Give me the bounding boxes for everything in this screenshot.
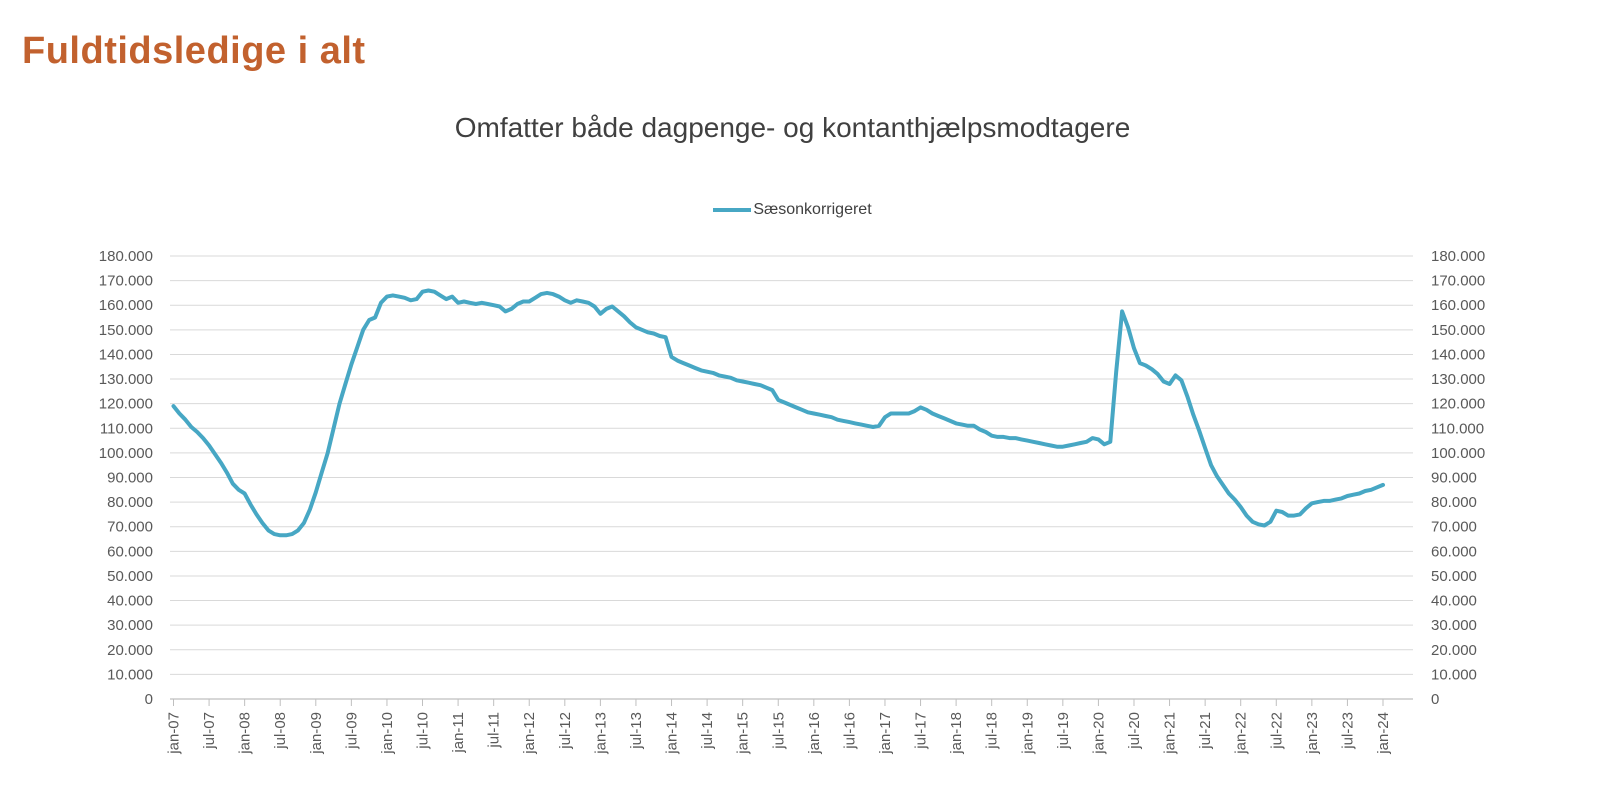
x-axis-label: jul-12: [557, 712, 574, 750]
y-axis-label-right: 160.000: [1431, 297, 1485, 314]
x-axis-label: jan-12: [521, 712, 538, 755]
legend-label: Sæsonkorrigeret: [753, 201, 872, 218]
x-axis-label: jan-11: [450, 712, 467, 754]
y-axis-label-left: 20.000: [107, 642, 153, 659]
x-axis-label: jan-21: [1162, 712, 1179, 755]
x-axis-label: jan-15: [735, 712, 752, 755]
y-axis-label-right: 20.000: [1431, 642, 1477, 659]
y-axis-label-right: 140.000: [1431, 346, 1485, 363]
x-axis-label: jul-11: [486, 712, 503, 749]
x-axis-label: jul-21: [1197, 712, 1214, 750]
y-axis-label-right: 40.000: [1431, 593, 1477, 610]
x-axis-label: jul-08: [272, 712, 289, 750]
y-axis-label-right: 10.000: [1431, 666, 1477, 683]
y-axis-label-right: 50.000: [1431, 568, 1477, 585]
x-axis-label: jul-16: [841, 712, 858, 750]
x-axis-label: jan-07: [166, 712, 183, 755]
legend-line-swatch: [713, 208, 752, 212]
y-axis-label-right: 90.000: [1431, 470, 1477, 487]
x-axis-label: jan-17: [877, 712, 894, 755]
x-axis-label: jul-09: [343, 712, 360, 750]
y-axis-label-right: 120.000: [1431, 396, 1485, 413]
y-axis-label-left: 30.000: [107, 617, 153, 634]
x-axis-label: jan-19: [1019, 712, 1036, 755]
y-axis-label-right: 70.000: [1431, 519, 1477, 536]
y-axis-label-left: 140.000: [99, 346, 153, 363]
x-axis-label: jan-22: [1233, 712, 1250, 755]
y-axis-label-left: 110.000: [100, 420, 153, 437]
y-axis-label-left: 60.000: [107, 543, 153, 560]
y-axis-label-right: 30.000: [1431, 617, 1477, 634]
x-axis-label: jul-10: [415, 712, 432, 750]
x-axis-label: jan-23: [1304, 712, 1321, 755]
x-axis-label: jul-13: [628, 712, 645, 750]
series-line-saesonkorrigeret: [171, 288, 1385, 538]
y-axis-label-left: 160.000: [99, 297, 153, 314]
y-axis-label-right: 170.000: [1431, 273, 1485, 290]
y-axis-label-right: 100.000: [1431, 445, 1485, 462]
page-title: Fuldtidsledige i alt: [22, 30, 366, 72]
y-axis-label-right: 150.000: [1431, 322, 1485, 339]
y-axis-label-left: 0: [145, 691, 153, 708]
x-axis-label: jul-18: [984, 712, 1001, 750]
y-axis-label-left: 80.000: [107, 494, 153, 511]
y-axis-label-left: 150.000: [99, 322, 153, 339]
x-axis-label: jul-19: [1055, 712, 1072, 750]
x-axis-label: jan-09: [308, 712, 325, 755]
x-axis-label: jul-17: [913, 712, 930, 750]
x-axis-label: jul-20: [1126, 712, 1143, 750]
x-axis-label: jul-07: [201, 712, 218, 750]
y-axis-label-left: 130.000: [99, 371, 153, 388]
x-axis-label: jul-15: [770, 712, 787, 750]
x-axis-label: jul-22: [1268, 712, 1285, 750]
legend: Sæsonkorrigeret: [170, 201, 1415, 219]
x-axis-label: jan-24: [1375, 712, 1392, 755]
y-axis-label-left: 90.000: [107, 470, 153, 487]
y-axis-label-right: 180.000: [1431, 248, 1485, 265]
x-axis-label: jan-14: [664, 712, 681, 755]
x-axis-label: jan-08: [237, 712, 254, 755]
x-axis-label: jul-23: [1339, 712, 1356, 750]
y-axis-label-left: 40.000: [107, 593, 153, 610]
y-axis-label-left: 120.000: [99, 396, 153, 413]
y-axis-label-left: 170.000: [99, 273, 153, 290]
x-axis-label: jan-10: [379, 712, 396, 755]
y-axis-label-right: 110.000: [1431, 420, 1484, 437]
x-axis-label: jul-14: [699, 712, 716, 750]
y-axis-label-left: 180.000: [99, 248, 153, 265]
x-axis-label: jan-20: [1090, 712, 1107, 755]
y-axis-label-right: 60.000: [1431, 543, 1477, 560]
chart-subtitle: Omfatter både dagpenge- og kontanthjælps…: [454, 112, 1131, 143]
x-axis-label: jan-13: [592, 712, 609, 755]
x-axis-label: jan-16: [806, 712, 823, 755]
y-axis-label-right: 0: [1431, 691, 1439, 708]
y-axis-label-left: 10.000: [107, 666, 153, 683]
x-axis-label: jan-18: [948, 712, 965, 755]
y-axis-label-right: 130.000: [1431, 371, 1485, 388]
y-axis-label-left: 50.000: [107, 568, 153, 585]
y-axis-label-right: 80.000: [1431, 494, 1477, 511]
y-axis-label-left: 70.000: [107, 519, 153, 536]
y-axis-label-left: 100.000: [99, 445, 153, 462]
